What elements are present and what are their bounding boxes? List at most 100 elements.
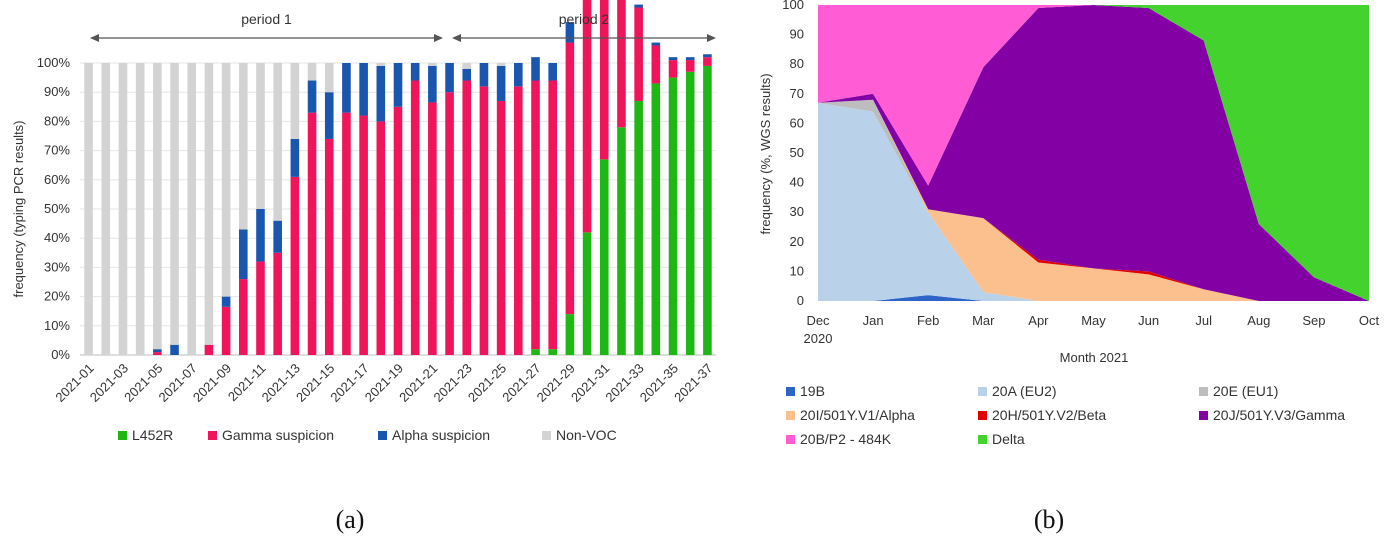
panel-a-bar-segment [445, 63, 454, 93]
panel-b-x-tick-label: Apr [1028, 313, 1049, 328]
panel-b-legend-swatch [978, 435, 987, 444]
panel-a-bar-segment [599, 159, 609, 355]
panel-b-x-tick-label: Jun [1138, 313, 1159, 328]
panel-a-bar-segment [531, 57, 540, 81]
panel-a-y-tick-label: 20% [44, 289, 70, 304]
panel-a-bar-segment [514, 63, 523, 87]
panel-a-bar-segment [634, 7, 643, 101]
panel-a-bar-segment [256, 63, 265, 209]
panel-b-legend-swatch [1199, 387, 1208, 396]
panel-a-x-tick-label: 2021-09 [190, 361, 234, 405]
panel-a-bar-segment [342, 112, 351, 355]
period-label: period 1 [241, 11, 292, 27]
panel-b-legend-label: 20A (EU2) [992, 383, 1057, 399]
panel-a-bar-segment [135, 63, 145, 355]
panel-b-x-tick-label: Jul [1195, 313, 1212, 328]
panel-a-bar-segment [565, 22, 575, 43]
panel-a-bar-segment [359, 63, 368, 116]
panel-a-legend-swatch [118, 431, 127, 440]
panel-a-bar-segment [685, 71, 695, 355]
panel-b-y-tick-label: 0 [797, 293, 804, 308]
panel-a-bar-segment [565, 42, 575, 315]
panel-b-legend-label: Delta [992, 431, 1025, 447]
panel-b-chart: 0 10 20 30 40 50 60 70 80 90 100 Dec Jan Feb Mar Apr Ma… [758, 0, 1379, 534]
panel-a-bar-segment [239, 63, 248, 230]
panel-b-area-19b [818, 295, 1369, 301]
panel-a-bar-segment [221, 306, 231, 355]
panel-a-bar-segment [324, 63, 334, 93]
panel-b-area-delta [818, 5, 1369, 301]
panel-a-bar-segment [703, 54, 712, 58]
panel-a-bar-segment [410, 63, 420, 81]
panel-b-legend-label: 19B [800, 383, 825, 399]
panel-b-x-tick-label: Aug [1247, 313, 1270, 328]
panel-a-bar-segment [428, 102, 437, 355]
panel-a-legend-label: Non-VOC [556, 427, 617, 443]
panel-a-bar-segment [462, 63, 472, 69]
panel-a-bar-segment [187, 63, 197, 355]
panel-a-bar-segment [290, 63, 300, 139]
panel-a-bar-segment [393, 63, 403, 107]
panel-b-x-tick-label: Sep [1302, 313, 1325, 328]
panel-b-x-axis-label: Month 2021 [1060, 350, 1129, 365]
panel-a-y-axis-label: frequency (typing PCR results) [11, 120, 26, 297]
panel-a-bar-segment [599, 0, 609, 160]
panel-a-bar-segment [703, 65, 712, 356]
panel-a-bar-segment [496, 100, 506, 356]
panel-a-bar-segment [462, 68, 472, 81]
panel-a-bar-segment [239, 229, 248, 280]
panel-b-y-tick-label: 50 [790, 145, 804, 160]
panel-a-bar-segment [393, 106, 403, 355]
panel-b-legend-swatch [786, 387, 795, 396]
panel-a-bar-segment [221, 63, 231, 297]
panel-a-legend-label: Alpha suspicion [392, 427, 490, 443]
panel-a-bar-segment [479, 63, 489, 87]
panel-a-y-tick-label: 50% [44, 201, 70, 216]
panel-b-label: (b) [1034, 505, 1064, 534]
panel-a-bar-segment [359, 115, 368, 355]
panel-a-bar-segment [685, 57, 695, 61]
panel-a-bar-segment [153, 352, 162, 355]
panel-a-bar-segment [204, 344, 214, 355]
period-arrow-head [434, 34, 443, 42]
panel-b-x-tick-label: Oct [1359, 313, 1380, 328]
panel-a-y-tick-label: 90% [44, 84, 70, 99]
period-arrow-head [707, 34, 716, 42]
panel-a-bar-segment [634, 4, 643, 8]
panel-a-bar-segment [153, 63, 162, 350]
panel-b-legend-label: 20I/501Y.V1/Alpha [800, 407, 915, 423]
panel-a-bar-segment [514, 86, 523, 356]
panel-a-bar-segment [324, 138, 334, 355]
panel-a-bar-segment [496, 63, 506, 66]
panel-a-y-tick-label: 80% [44, 113, 70, 128]
panel-b-legend-swatch [786, 435, 795, 444]
panel-a-bar-segment [479, 86, 489, 356]
panel-a-bar-segment [410, 80, 420, 356]
panel-a-y-tick-label: 30% [44, 259, 70, 274]
panel-b-y-tick-label: 30 [790, 204, 804, 219]
panel-b-y-tick-label: 40 [790, 175, 804, 190]
panel-a-bar-segment [170, 63, 179, 345]
panel-b-legend-swatch [1199, 411, 1208, 420]
panel-a-label: (a) [336, 505, 365, 534]
panel-b-area-20i-501y-v1-alpha [818, 99, 1369, 301]
panel-a-bar-segment [290, 138, 300, 177]
panel-a-bar-segment [685, 60, 695, 72]
panel-a-bar-segment [651, 83, 661, 355]
panel-b-y-tick-label: 90 [790, 27, 804, 42]
panel-b-area-20j-501y-v3-gamma [818, 5, 1369, 301]
panel-b-y-tick-label: 70 [790, 86, 804, 101]
panel-b-legend-swatch [978, 411, 987, 420]
panel-a-y-tick-label: 0% [51, 347, 70, 362]
panel-b-x-tick-label: Mar [972, 313, 995, 328]
panel-a-bar-segment [256, 261, 265, 355]
panel-a-bar-segment [668, 77, 678, 355]
panel-a-bar-segment [634, 100, 643, 356]
panel-a-y-tick-label: 60% [44, 172, 70, 187]
panel-a-bar-segment [617, 0, 626, 128]
panel-a-bar-segment [342, 63, 351, 113]
panel-a-bar-segment [290, 176, 300, 355]
panel-a-y-tick-label: 70% [44, 143, 70, 158]
panel-a-bar-segment [668, 60, 678, 78]
